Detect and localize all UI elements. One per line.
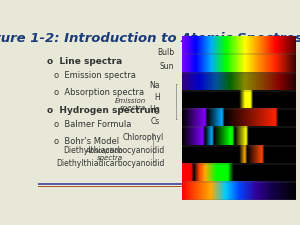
Text: o  Emission spectra: o Emission spectra: [54, 71, 136, 80]
Text: o  Hydrogen spectrum: o Hydrogen spectrum: [47, 106, 160, 115]
Text: Sun: Sun: [160, 62, 174, 71]
Text: Lecture 1-2: Introduction to Atomic Spectroscopy: Lecture 1-2: Introduction to Atomic Spec…: [0, 32, 300, 45]
Text: Cs: Cs: [150, 117, 160, 126]
Text: o  Balmer Formula: o Balmer Formula: [54, 119, 131, 128]
Text: Bulb: Bulb: [157, 48, 174, 57]
Text: Chlorophyl: Chlorophyl: [123, 133, 164, 142]
Text: Diethylthiadicarbocyanoidid: Diethylthiadicarbocyanoidid: [56, 158, 164, 167]
Text: H: H: [154, 93, 160, 102]
Text: Na: Na: [149, 81, 160, 90]
Text: Diethylthiacarbocyanoidid: Diethylthiacarbocyanoidid: [63, 146, 164, 155]
Text: PY3P05: PY3P05: [227, 189, 263, 198]
Text: Absorption
spectra: Absorption spectra: [85, 148, 124, 161]
Text: o  Bohr’s Model: o Bohr’s Model: [54, 137, 119, 146]
Text: o  Line spectra: o Line spectra: [47, 57, 122, 66]
Text: Emission
spectra: Emission spectra: [114, 97, 146, 111]
Text: o  Absorption spectra: o Absorption spectra: [54, 88, 144, 97]
Text: Hg: Hg: [149, 105, 160, 114]
